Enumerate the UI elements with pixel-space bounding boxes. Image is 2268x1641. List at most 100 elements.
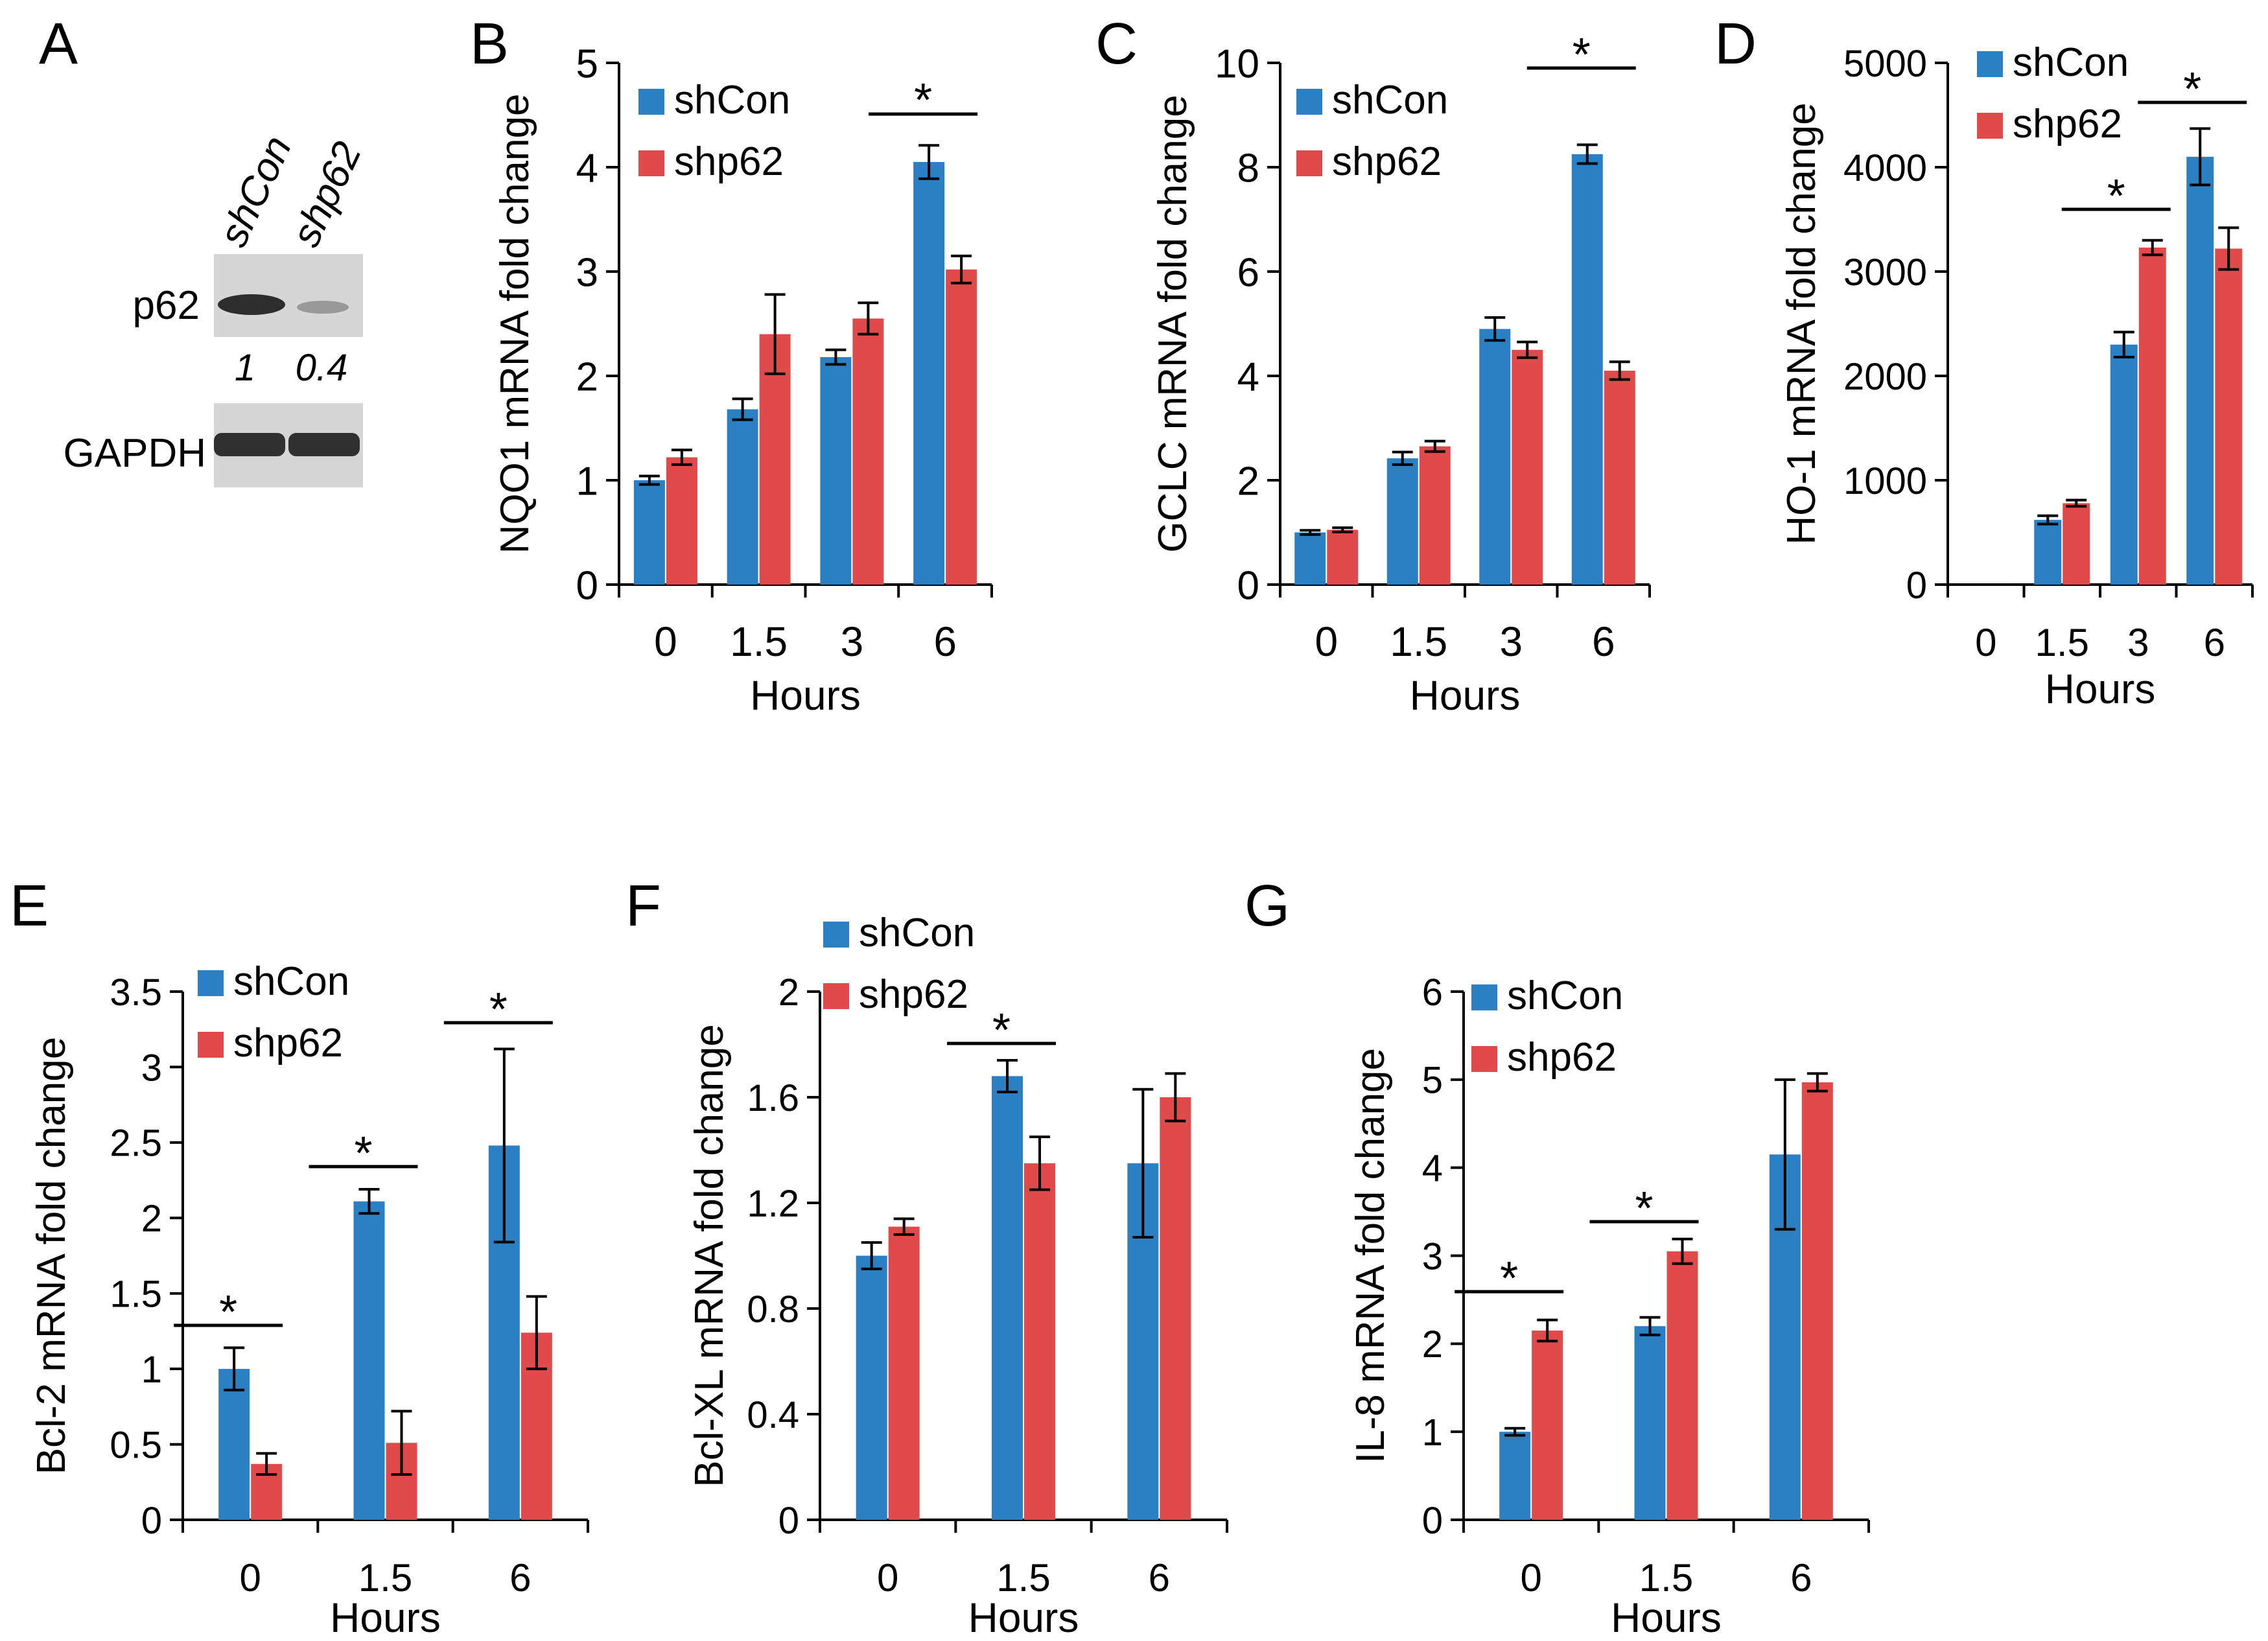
- y-tick-label: 1000: [1843, 460, 1927, 502]
- x-axis-label: Hours: [968, 1594, 1079, 1641]
- panel-g-il8-chart: G 0 1 2 3 4 5 6 0 1.5 6 Hours IL-8 mRNA fold change *…: [1245, 874, 1870, 1641]
- x-tick-label: 3: [2127, 621, 2149, 664]
- significance-asterisk: *: [1572, 29, 1591, 81]
- bar-shp62-1.5: [1024, 1163, 1055, 1520]
- y-tick-label: 1.2: [747, 1183, 799, 1225]
- x-tick-label: 6: [1790, 1556, 1812, 1600]
- gapdh-band-shp62: [288, 433, 360, 456]
- y-tick-label: 3000: [1843, 251, 1927, 294]
- x-tick-label: 1.5: [2035, 621, 2089, 664]
- y-tick-label: 1.6: [747, 1077, 799, 1119]
- legend-label-shp62: shp62: [2013, 102, 2122, 146]
- y-tick-label: 5: [576, 41, 598, 86]
- significance-asterisk: *: [2183, 64, 2201, 115]
- bar-shcon-1.5: [2034, 520, 2062, 585]
- legend-label-shcon: shCon: [1332, 78, 1448, 122]
- significance-asterisk: *: [219, 1286, 237, 1338]
- x-tick-label: 1.5: [358, 1556, 412, 1600]
- legend-label-shp62: shp62: [1507, 1035, 1617, 1080]
- bar-shp62-0: [1532, 1330, 1563, 1520]
- y-tick-label: 4: [576, 146, 598, 191]
- y-tick-label: 0.4: [747, 1394, 799, 1436]
- bar-shp62-1.5: [2063, 503, 2090, 585]
- y-tick-label: 0: [576, 563, 598, 608]
- x-tick-label: 0: [1975, 621, 1996, 664]
- y-tick-label: 4000: [1843, 147, 1927, 189]
- x-axis-label: Hours: [750, 672, 861, 719]
- row-label-p62: p62: [133, 283, 200, 328]
- panel-letter-d: D: [1714, 12, 1757, 76]
- legend-label-shp62: shp62: [674, 139, 784, 184]
- x-tick-label: 0: [239, 1556, 261, 1600]
- y-tick-label: 1: [576, 459, 598, 504]
- y-axis-label: IL-8 mRNA fold change: [1348, 1048, 1393, 1463]
- y-tick-label: 1: [141, 1349, 162, 1391]
- y-tick-label: 0: [778, 1500, 799, 1542]
- panel-letter-f: F: [625, 874, 661, 938]
- legend-label-shcon: shCon: [233, 959, 349, 1004]
- bar-shcon-0: [856, 1255, 887, 1520]
- y-tick-label: 0.5: [110, 1424, 162, 1466]
- x-axis-label: Hours: [1410, 672, 1521, 719]
- bar-shcon-3: [1479, 329, 1511, 585]
- p62-band-shp62: [297, 301, 349, 314]
- legend-swatch-shcon: [1296, 89, 1322, 115]
- legend-swatch-shp62: [823, 983, 849, 1009]
- bar-shp62-1.5: [759, 334, 791, 585]
- x-axis-label: Hours: [330, 1594, 441, 1641]
- row-label-gapdh: GAPDH: [64, 431, 206, 476]
- panel-b-nqo1-chart: B 0 1 2 3 4 5 0 1.5 3 6 Hours NQO1 mRNA fold change *…: [470, 12, 993, 719]
- x-tick-label: 6: [1149, 1556, 1170, 1600]
- panel-c-gclc-chart: C 0 2 4 6 8 10 0 1.5 3 6 Hours GCLC mRNA fold change…: [1095, 12, 1651, 719]
- bar-shp62-6: [2215, 248, 2243, 585]
- y-tick-label: 0: [1422, 1500, 1443, 1542]
- bar-shcon-6: [2186, 156, 2214, 585]
- y-tick-label: 3: [576, 250, 598, 295]
- bar-shp62-1.5: [1666, 1251, 1698, 1520]
- bar-shcon-1.5: [992, 1076, 1023, 1520]
- x-axis-label: Hours: [1611, 1594, 1722, 1641]
- legend-label-shcon: shCon: [2013, 40, 2129, 85]
- bar-shp62-6: [1160, 1097, 1191, 1520]
- legend-label-shcon: shCon: [1507, 973, 1623, 1018]
- y-tick-label: 5000: [1843, 43, 1927, 85]
- bar-shcon-1.5: [1634, 1326, 1666, 1520]
- panel-letter-c: C: [1095, 12, 1138, 76]
- y-tick-label: 3.5: [110, 972, 162, 1014]
- bar-shp62-6: [1801, 1082, 1833, 1520]
- y-tick-label: 1.5: [110, 1274, 162, 1316]
- bar-shcon-0: [633, 480, 665, 585]
- legend-swatch-shp62: [1977, 113, 2003, 139]
- y-tick-label: 2: [1422, 1323, 1443, 1366]
- significance-asterisk: *: [992, 1005, 1011, 1056]
- panel-a-western-blot: A shCon shp62 p62 1 0.4 GAPDH: [39, 12, 370, 487]
- bar-shp62-1.5: [1419, 446, 1451, 585]
- y-axis-label: Bcl-XL mRNA fold change: [687, 1024, 732, 1487]
- x-tick-label: 0: [1315, 618, 1338, 665]
- significance-asterisk: *: [1500, 1253, 1518, 1305]
- y-tick-label: 5: [1422, 1060, 1443, 1102]
- bar-shp62-0: [1327, 530, 1359, 585]
- legend-swatch-shcon: [198, 970, 224, 996]
- x-tick-label: 1.5: [1390, 618, 1447, 665]
- y-tick-label: 2: [576, 355, 598, 399]
- y-tick-label: 4: [1422, 1148, 1443, 1190]
- x-tick-label: 6: [2204, 621, 2225, 664]
- legend-swatch-shcon: [638, 89, 664, 115]
- quant-shcon: 1: [235, 347, 255, 389]
- legend-swatch-shcon: [1471, 984, 1497, 1010]
- y-tick-label: 6: [1422, 972, 1443, 1014]
- y-tick-label: 3: [141, 1047, 162, 1089]
- x-tick-label: 1.5: [996, 1556, 1050, 1600]
- bar-shcon-6: [1571, 154, 1603, 585]
- x-tick-label: 6: [1592, 618, 1615, 665]
- bar-shp62-3: [1512, 349, 1543, 585]
- y-tick-label: 2000: [1843, 356, 1927, 398]
- legend-label-shcon: shCon: [859, 911, 975, 955]
- significance-asterisk: *: [354, 1128, 372, 1180]
- x-axis-label: Hours: [2045, 666, 2156, 712]
- x-tick-label: 0: [877, 1556, 898, 1600]
- legend-swatch-shp62: [1296, 150, 1322, 176]
- bar-shp62-0: [666, 457, 697, 585]
- panel-letter-e: E: [10, 874, 49, 938]
